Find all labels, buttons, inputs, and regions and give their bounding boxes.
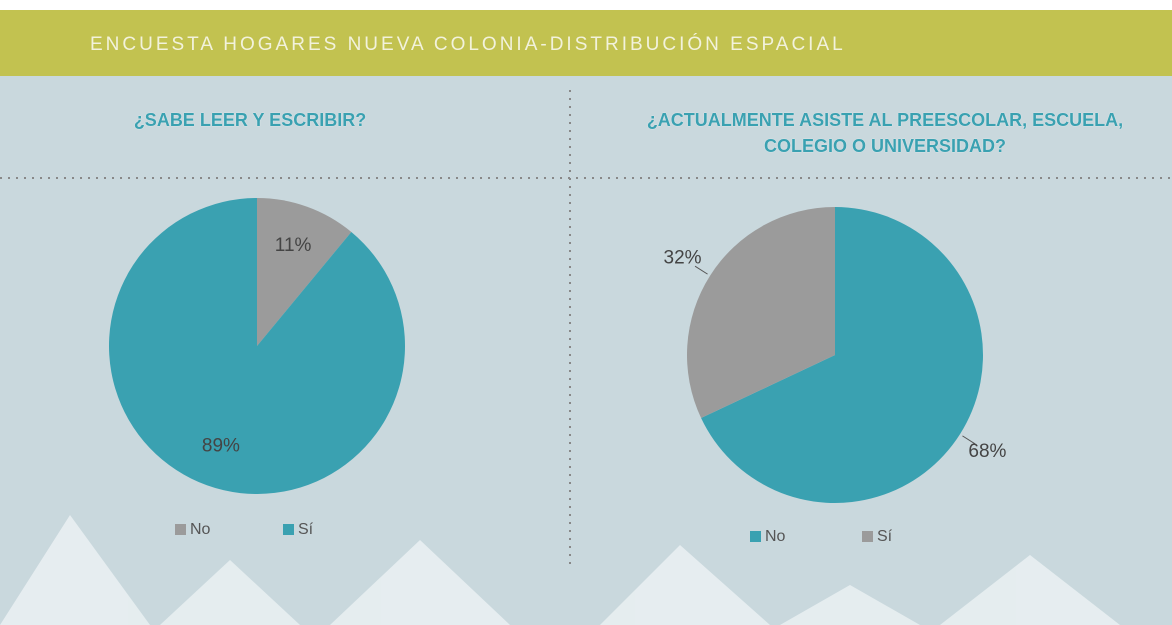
data-label: 32% [664, 247, 702, 268]
pie-slice [257, 198, 352, 346]
legend-label: Sí [298, 521, 314, 538]
pie-slice [687, 207, 835, 419]
header-band [0, 10, 1172, 76]
data-label: 68% [968, 441, 1006, 462]
data-label: 89% [202, 435, 240, 456]
legend-swatch [862, 531, 873, 542]
decoration [0, 515, 1120, 625]
legend-label: No [190, 521, 211, 538]
leader-line [962, 435, 976, 445]
pie-slice [701, 207, 983, 504]
chart-title: ¿SABE LEER Y ESCRIBIR? [133, 110, 367, 130]
legend-label: No [765, 528, 786, 545]
legend-swatch [750, 531, 761, 542]
leader-line [694, 265, 708, 275]
pie-slice [108, 198, 405, 494]
legend-swatch [175, 524, 186, 535]
header-title: ENCUESTA HOGARES NUEVA COLONIA-DISTRIBUC… [90, 33, 846, 55]
legend-label: Sí [877, 528, 893, 545]
legend-swatch [283, 524, 294, 535]
chart-title: ¿ACTUALMENTE ASISTE AL PREESCOLAR, ESCUE… [646, 110, 1124, 156]
data-label: 11% [275, 235, 312, 256]
